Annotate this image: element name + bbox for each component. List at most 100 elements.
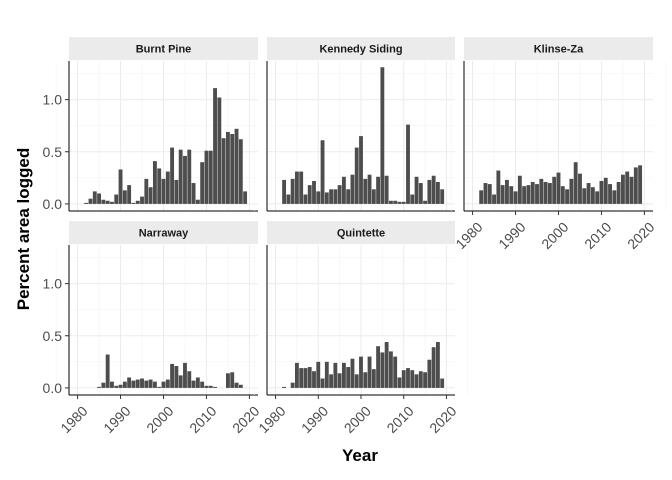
- bar-burnt-pine-1984: [92, 191, 97, 204]
- x-tick-label: 1980: [255, 403, 288, 436]
- bar-burnt-pine-2012: [213, 88, 217, 204]
- bar-burnt-pine-2019: [243, 191, 248, 204]
- bar-quintette-2005: [380, 352, 385, 388]
- bar-klinse-za-1987: [500, 185, 505, 204]
- x-tick-label: 2010: [383, 403, 416, 436]
- facet-strip: [69, 37, 258, 60]
- bar-burnt-pine-2016: [230, 134, 235, 204]
- facet-burnt-pine: Burnt Pine 0.0 0.5 1.0: [43, 37, 272, 212]
- bar-quintette-1998: [350, 358, 355, 388]
- bar-burnt-pine-2010: [204, 150, 209, 204]
- bar-quintette-1999: [354, 374, 359, 388]
- bar-klinse-za-2016: [625, 171, 630, 204]
- bar-burnt-pine-2017: [234, 128, 239, 204]
- bar-narraway-2008: [195, 377, 200, 388]
- bar-kennedy-siding-2002: [367, 174, 372, 204]
- x-tick-label: 2010: [186, 403, 219, 436]
- bar-burnt-pine-2011: [208, 150, 213, 204]
- bar-klinse-za-1993: [526, 185, 531, 204]
- bar-quintette-2017: [431, 347, 436, 388]
- bar-burnt-pine-1991: [122, 190, 127, 204]
- bar-kennedy-siding-2006: [384, 175, 389, 204]
- bar-kennedy-siding-1996: [341, 176, 346, 204]
- bar-klinse-za-1994: [530, 182, 535, 204]
- bar-kennedy-siding-2007: [388, 200, 393, 204]
- bar-narraway-2012: [213, 386, 217, 388]
- bar-burnt-pine-2005: [183, 155, 187, 204]
- bar-quintette-2003: [371, 369, 376, 388]
- bar-burnt-pine-1997: [148, 187, 153, 204]
- bar-quintette-1996: [341, 362, 346, 388]
- bar-klinse-za-1997: [543, 182, 548, 204]
- bar-narraway-2003: [174, 366, 179, 388]
- bar-kennedy-siding-2014: [418, 183, 423, 204]
- bar-kennedy-siding-2003: [371, 189, 376, 204]
- bar-burnt-pine-2002: [170, 147, 175, 204]
- bar-burnt-pine-1999: [157, 168, 162, 204]
- bar-klinse-za-1991: [517, 175, 522, 204]
- bar-klinse-za-2012: [608, 184, 612, 204]
- bar-burnt-pine-2018: [238, 139, 243, 204]
- bar-burnt-pine-1989: [114, 194, 119, 204]
- bar-klinse-za-1995: [535, 184, 539, 204]
- bar-klinse-za-2011: [603, 177, 608, 204]
- bar-quintette-2018: [435, 342, 440, 388]
- bar-quintette-2015: [423, 372, 428, 388]
- bar-burnt-pine-2000: [161, 178, 166, 204]
- x-tick-label: 2010: [581, 219, 614, 252]
- bar-klinse-za-1984: [487, 184, 492, 204]
- bar-klinse-za-2007: [586, 183, 591, 204]
- bar-burnt-pine-2006: [187, 149, 192, 204]
- bar-klinse-za-1990: [513, 191, 518, 204]
- bar-kennedy-siding-2017: [431, 175, 436, 204]
- bar-narraway-1990: [118, 384, 123, 388]
- x-tick-label: 2020: [426, 403, 459, 436]
- bar-klinse-za-1986: [496, 170, 501, 204]
- bar-narraway-1989: [114, 385, 119, 388]
- bar-narraway-2018: [238, 384, 243, 388]
- bar-narraway-2016: [230, 372, 235, 388]
- y-tick-label: 1.0: [43, 276, 63, 292]
- bar-quintette-2013: [414, 374, 419, 388]
- bar-klinse-za-2014: [616, 182, 621, 204]
- bar-burnt-pine-2007: [191, 183, 196, 204]
- x-tick-label: 2020: [624, 219, 657, 252]
- bar-narraway-2001: [165, 379, 170, 388]
- bar-narraway-1988: [110, 381, 114, 388]
- bar-burnt-pine-1996: [144, 178, 149, 204]
- bar-kennedy-siding-2015: [423, 200, 428, 204]
- bar-kennedy-siding-2009: [397, 201, 402, 204]
- bar-klinse-za-1996: [539, 178, 544, 204]
- x-tick-label: 1990: [495, 219, 528, 252]
- bar-kennedy-siding-1984: [290, 178, 295, 204]
- bar-kennedy-siding-2016: [427, 179, 432, 204]
- bar-quintette-2000: [359, 356, 363, 388]
- bar-narraway-2009: [200, 381, 205, 388]
- bar-burnt-pine-2015: [225, 131, 230, 204]
- bar-kennedy-siding-1997: [346, 189, 351, 204]
- bar-quintette-1982: [282, 386, 287, 388]
- bar-kennedy-siding-1998: [350, 174, 355, 204]
- bar-burnt-pine-2013: [217, 97, 222, 204]
- bar-klinse-za-2005: [578, 173, 582, 204]
- x-tick-label: 2000: [538, 219, 571, 252]
- bar-quintette-1991: [320, 378, 325, 388]
- bar-kennedy-siding-2013: [414, 176, 419, 204]
- bar-kennedy-siding-1993: [329, 189, 334, 204]
- bar-quintette-2009: [397, 377, 402, 388]
- x-axis-title: Year: [342, 446, 378, 465]
- bar-quintette-2012: [410, 370, 415, 388]
- bar-quintette-2008: [393, 356, 398, 388]
- bar-klinse-za-2000: [556, 172, 561, 204]
- y-tick-label: 0.5: [43, 144, 63, 160]
- bar-kennedy-siding-1991: [320, 140, 325, 204]
- bar-quintette-1997: [346, 367, 351, 388]
- bar-klinse-za-1992: [522, 186, 527, 204]
- bar-kennedy-siding-1999: [354, 147, 359, 204]
- x-tick-label: 2000: [143, 403, 176, 436]
- bar-klinse-za-1983: [483, 183, 488, 204]
- bar-quintette-1995: [337, 373, 342, 388]
- bar-narraway-1997: [148, 379, 153, 388]
- bar-narraway-2002: [170, 363, 175, 388]
